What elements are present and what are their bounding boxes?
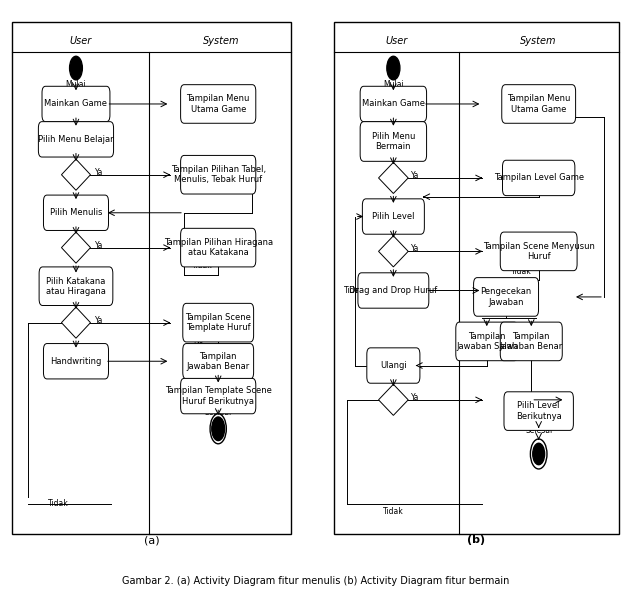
FancyBboxPatch shape: [39, 267, 113, 306]
Text: No: No: [193, 336, 204, 345]
Text: Ya: Ya: [411, 393, 420, 402]
Text: Ya: Ya: [411, 171, 420, 180]
Circle shape: [533, 444, 545, 465]
Circle shape: [531, 439, 547, 469]
Text: Tampilan
Jawaban Benar: Tampilan Jawaban Benar: [187, 352, 250, 371]
Text: Ya: Ya: [411, 244, 420, 253]
Circle shape: [69, 57, 83, 80]
Text: Ya: Ya: [95, 241, 103, 250]
FancyBboxPatch shape: [44, 343, 109, 379]
FancyBboxPatch shape: [502, 160, 575, 196]
Text: Handwriting: Handwriting: [50, 357, 102, 366]
Text: User: User: [69, 37, 91, 47]
Text: Ulangi: Ulangi: [380, 361, 407, 370]
FancyBboxPatch shape: [362, 199, 425, 234]
Text: Tampilan Scene
Template Huruf: Tampilan Scene Template Huruf: [186, 313, 251, 332]
FancyBboxPatch shape: [180, 85, 256, 123]
Text: Tampilan Pilihan Tabel,
Menulis, Tebak Huruf: Tampilan Pilihan Tabel, Menulis, Tebak H…: [170, 165, 266, 184]
Text: Mainkan Game: Mainkan Game: [362, 100, 425, 108]
FancyBboxPatch shape: [183, 303, 254, 342]
Text: Tidak: Tidak: [192, 261, 213, 270]
Polygon shape: [379, 236, 408, 267]
Text: (a): (a): [144, 535, 159, 545]
Circle shape: [210, 413, 227, 444]
Polygon shape: [379, 384, 408, 415]
Text: Mulai: Mulai: [383, 80, 404, 90]
Polygon shape: [61, 232, 90, 263]
Polygon shape: [61, 159, 90, 190]
Text: Mainkan Game: Mainkan Game: [44, 100, 107, 108]
FancyBboxPatch shape: [360, 122, 427, 161]
Circle shape: [387, 57, 400, 80]
Text: Pilih Menu Belajar: Pilih Menu Belajar: [38, 135, 114, 144]
Text: Ya: Ya: [95, 168, 103, 177]
FancyBboxPatch shape: [500, 232, 577, 271]
FancyBboxPatch shape: [42, 86, 110, 122]
Text: Tidak: Tidak: [345, 286, 365, 295]
FancyBboxPatch shape: [367, 348, 420, 383]
Text: Tampilan Menu
Utama Game: Tampilan Menu Utama Game: [507, 94, 570, 114]
Text: Selesai: Selesai: [204, 408, 232, 416]
Text: Pilih Menu
Bermain: Pilih Menu Bermain: [372, 132, 415, 151]
Text: User: User: [385, 37, 408, 47]
Text: Tampilan
Jawaban Salah: Tampilan Jawaban Salah: [456, 332, 517, 351]
Circle shape: [213, 418, 224, 439]
Text: Tidak: Tidak: [48, 499, 69, 508]
FancyBboxPatch shape: [180, 155, 256, 194]
FancyBboxPatch shape: [180, 229, 256, 267]
Text: Tampilan Template Scene
Huruf Berikutnya: Tampilan Template Scene Huruf Berikutnya: [165, 386, 271, 406]
Text: Pilih Menulis: Pilih Menulis: [50, 209, 102, 217]
Text: (b): (b): [468, 535, 485, 545]
Polygon shape: [379, 163, 408, 193]
Text: Drag and Drop Huruf: Drag and Drop Huruf: [349, 286, 437, 295]
FancyBboxPatch shape: [180, 378, 256, 414]
Text: Tidak: Tidak: [383, 507, 404, 516]
FancyBboxPatch shape: [502, 85, 575, 123]
FancyBboxPatch shape: [504, 392, 574, 431]
Polygon shape: [61, 307, 90, 338]
Text: Pilih Katakana
atau Hiragana: Pilih Katakana atau Hiragana: [46, 276, 106, 296]
FancyBboxPatch shape: [44, 195, 109, 230]
Text: Pengecekan
Jawaban: Pengecekan Jawaban: [480, 287, 532, 307]
Text: Tampilan Pilihan Hiragana
atau Katakana: Tampilan Pilihan Hiragana atau Katakana: [163, 238, 273, 257]
Text: Gambar 2. (a) Activity Diagram fitur menulis (b) Activity Diagram fitur bermain: Gambar 2. (a) Activity Diagram fitur men…: [122, 576, 509, 586]
Text: Tampilan
Jawaban Benar: Tampilan Jawaban Benar: [500, 332, 563, 351]
Text: Ya: Ya: [95, 316, 103, 325]
FancyBboxPatch shape: [360, 86, 427, 122]
Text: Tidak: Tidak: [510, 267, 531, 276]
Text: Pilih Level
Berikutnya: Pilih Level Berikutnya: [516, 401, 562, 421]
FancyBboxPatch shape: [500, 322, 562, 360]
FancyBboxPatch shape: [456, 322, 518, 360]
FancyBboxPatch shape: [38, 122, 114, 157]
Text: System: System: [521, 37, 557, 47]
Text: Selesai: Selesai: [525, 426, 552, 435]
FancyBboxPatch shape: [183, 343, 254, 379]
Circle shape: [212, 417, 225, 441]
Text: Tampilan Menu
Utama Game: Tampilan Menu Utama Game: [187, 94, 250, 114]
Text: Mulai: Mulai: [66, 80, 86, 90]
Text: System: System: [203, 37, 239, 47]
FancyBboxPatch shape: [358, 273, 429, 308]
Text: Pilih Level: Pilih Level: [372, 212, 415, 221]
FancyBboxPatch shape: [474, 277, 538, 316]
Text: Tampilan Scene Menyusun
Huruf: Tampilan Scene Menyusun Huruf: [483, 241, 594, 261]
Text: Tampilan Level Game: Tampilan Level Game: [493, 173, 584, 183]
